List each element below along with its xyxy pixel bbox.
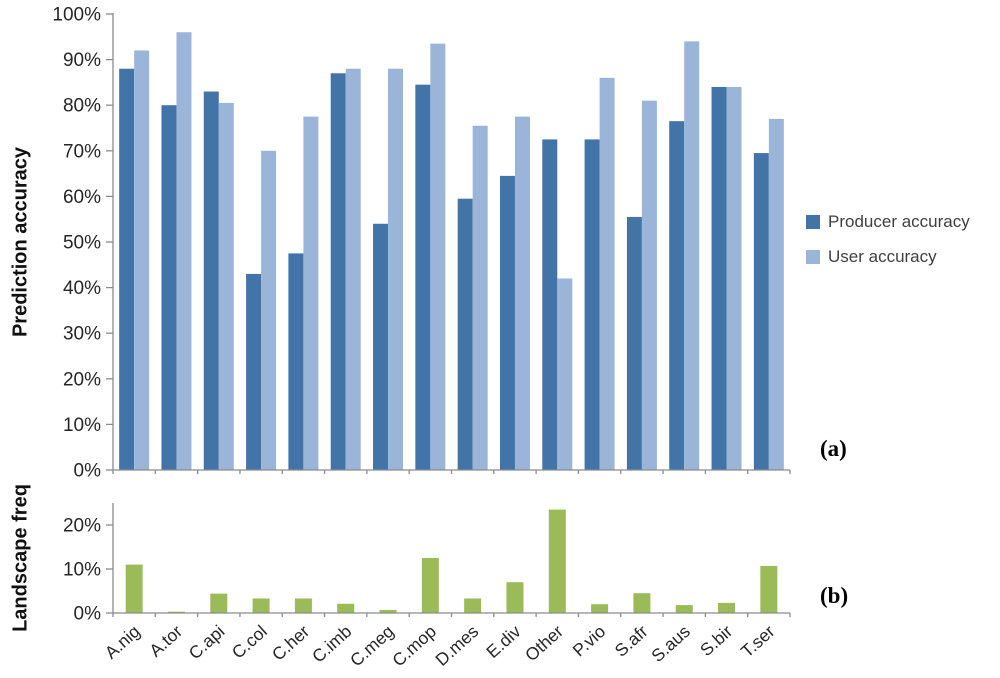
bar-user-D.mes [472, 125, 488, 470]
bar-producer-C.imb [330, 73, 346, 470]
bar-landscape-S.afr [633, 593, 651, 613]
legend-label-producer-accuracy: Producer accuracy [828, 212, 970, 231]
y-tick-label-a: 70% [63, 141, 101, 162]
y-tick-label-a: 30% [63, 324, 101, 345]
panel-label-a: (a) [820, 436, 847, 461]
bar-producer-D.mes [457, 198, 473, 470]
bar-producer-C.col [246, 273, 262, 470]
bar-user-C.meg [388, 68, 404, 470]
bar-producer-S.bir [711, 86, 727, 471]
category-label-C.mop: C.mop [388, 621, 440, 670]
bar-user-C.her [303, 116, 319, 470]
bar-producer-A.tor [161, 105, 177, 470]
bar-producer-T.ser [753, 153, 769, 470]
bar-landscape-E.div [506, 582, 524, 613]
category-label-C.her: C.her [268, 621, 313, 665]
bar-producer-P.vio [584, 139, 600, 470]
bar-user-A.tor [176, 32, 192, 471]
bar-user-E.div [514, 116, 530, 470]
bar-landscape-C.imb [337, 603, 355, 613]
bar-user-Other [557, 278, 573, 470]
bar-landscape-C.her [294, 598, 312, 613]
bar-landscape-C.meg [379, 609, 397, 613]
bar-producer-E.div [499, 175, 515, 470]
legend-label-user-accuracy: User accuracy [828, 247, 937, 266]
bar-user-S.afr [641, 100, 657, 470]
y-axis-title-landscape-freq: Landscape freq [9, 484, 32, 632]
category-label-D.mes: D.mes [431, 621, 482, 670]
category-label-C.col: C.col [228, 621, 271, 663]
legend-item-user-accuracy: User accuracy [806, 247, 970, 267]
bar-user-S.bir [726, 86, 742, 471]
bar-landscape-C.col [252, 598, 270, 613]
category-label-C.imb: C.imb [308, 621, 355, 666]
bar-landscape-Other [548, 509, 566, 613]
category-label-S.bir: S.bir [696, 621, 736, 660]
category-label-E.div: E.div [482, 621, 524, 662]
bar-user-S.aus [684, 41, 700, 471]
y-tick-label-a: 20% [63, 369, 101, 390]
bar-user-C.col [261, 150, 277, 471]
y-tick-label-b: 10% [63, 560, 101, 581]
bar-producer-A.nig [119, 68, 135, 470]
bar-landscape-S.aus [675, 605, 693, 613]
bar-landscape-P.vio [591, 604, 609, 613]
bar-user-T.ser [768, 118, 784, 470]
user-accuracy-swatch-icon [806, 250, 820, 264]
bar-producer-S.afr [626, 216, 642, 470]
y-axis-title-prediction-accuracy: Prediction accuracy [9, 146, 32, 338]
legend: Producer accuracy User accuracy [806, 212, 970, 282]
y-tick-label-b: 20% [63, 516, 101, 537]
category-label-C.api: C.api [185, 621, 229, 663]
y-tick-label-a: 90% [63, 50, 101, 71]
category-label-C.meg: C.meg [346, 621, 398, 670]
y-tick-label-a: 100% [52, 5, 101, 26]
bar-producer-C.api [203, 91, 219, 471]
category-label-T.ser: T.ser [737, 621, 779, 661]
category-label-Other: Other [521, 621, 567, 665]
y-tick-label-a: 10% [63, 415, 101, 436]
bar-producer-C.mop [415, 84, 431, 471]
bar-user-C.api [218, 102, 234, 471]
y-tick-label-a: 0% [74, 461, 102, 482]
producer-accuracy-swatch-icon [806, 215, 820, 229]
y-tick-label-b: 0% [74, 604, 102, 625]
y-tick-label-a: 50% [63, 233, 101, 254]
bar-landscape-C.api [210, 593, 228, 613]
bar-user-C.imb [345, 68, 361, 470]
bar-landscape-C.mop [421, 558, 439, 613]
y-tick-label-a: 60% [63, 187, 101, 208]
category-label-P.vio: P.vio [569, 621, 610, 660]
category-label-S.afr: S.afr [611, 621, 652, 661]
bar-landscape-A.tor [167, 611, 185, 613]
bar-landscape-T.ser [760, 565, 778, 613]
legend-item-producer-accuracy: Producer accuracy [806, 212, 970, 232]
bar-producer-S.aus [669, 121, 685, 470]
bar-producer-C.her [288, 253, 304, 470]
y-tick-label-a: 40% [63, 278, 101, 299]
category-label-A.nig: A.nig [101, 621, 144, 663]
bar-landscape-S.bir [718, 602, 736, 613]
bar-user-P.vio [599, 77, 615, 470]
y-tick-label-a: 80% [63, 96, 101, 117]
category-label-S.aus: S.aus [647, 621, 694, 666]
category-label-A.tor: A.tor [145, 621, 186, 661]
panel-label-b: (b) [820, 583, 849, 608]
bar-landscape-D.mes [464, 598, 482, 613]
bar-user-A.nig [134, 50, 150, 470]
bar-user-C.mop [430, 43, 446, 470]
bar-producer-C.meg [373, 223, 389, 470]
bar-landscape-A.nig [125, 564, 143, 613]
bar-producer-Other [542, 139, 558, 470]
